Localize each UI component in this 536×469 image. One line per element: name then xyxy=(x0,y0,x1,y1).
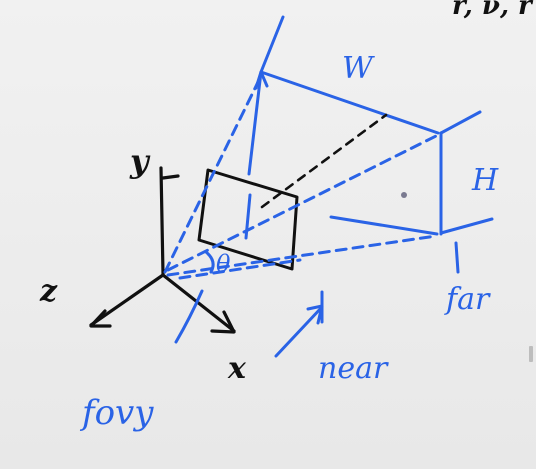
x-axis-line xyxy=(161,273,236,333)
width-label: W xyxy=(342,51,375,86)
far-bottom-extension xyxy=(439,217,494,235)
z-axis-label: z xyxy=(39,274,58,309)
far-plane-center-dot xyxy=(401,192,407,198)
near-plane-up-stroke xyxy=(244,193,252,240)
z-axis-line xyxy=(89,273,165,327)
coordinate-axes xyxy=(89,166,236,334)
fov-angle-arc xyxy=(204,250,215,274)
ray-to-top-right xyxy=(166,134,438,272)
top-left-extension xyxy=(259,15,285,74)
frustum-lines xyxy=(163,15,494,358)
z-axis-arrowhead xyxy=(89,309,112,328)
x-axis-arrowhead xyxy=(210,310,236,334)
y-axis-tick xyxy=(161,174,180,180)
fovy-label: fovy xyxy=(79,393,154,433)
near-plane-rectangle xyxy=(197,168,299,271)
near-pointer-line xyxy=(274,305,324,358)
far-top-extension xyxy=(439,110,482,135)
x-axis-label: x xyxy=(227,351,247,386)
near-plane xyxy=(197,168,299,271)
center-ray-dashed xyxy=(260,113,388,209)
far-label: far xyxy=(444,282,491,317)
far-plane-top-edge xyxy=(259,70,440,135)
theta-label: θ xyxy=(216,250,231,278)
edge-mark xyxy=(529,346,533,362)
ray-to-top-left xyxy=(163,72,264,274)
near-label: near xyxy=(318,351,389,386)
height-label: H xyxy=(471,163,499,198)
top-text-fragment: r, ν, r xyxy=(452,0,534,21)
height-dimension-line xyxy=(454,241,460,274)
far-plane-left-edge xyxy=(247,70,263,176)
far-plane-bottom-edge xyxy=(329,215,439,236)
y-axis-line xyxy=(159,166,165,276)
fovy-pointer xyxy=(174,289,204,344)
y-axis-label: y xyxy=(129,142,151,180)
ray-lower-bound xyxy=(178,258,302,280)
